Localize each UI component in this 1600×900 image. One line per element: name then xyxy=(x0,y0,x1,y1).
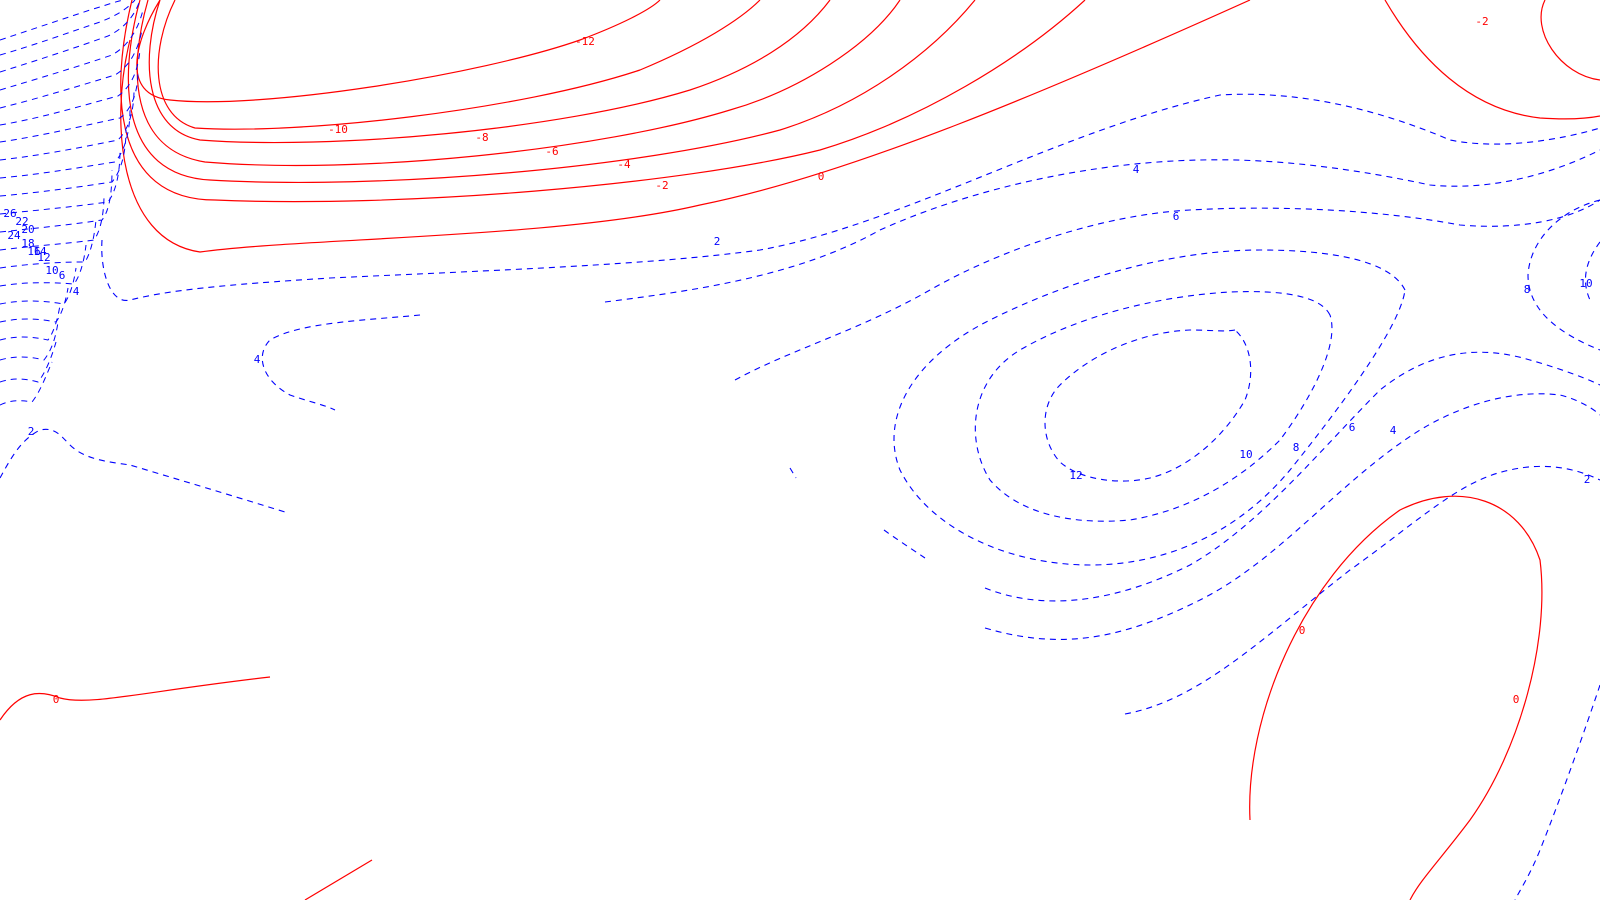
contour-line-pos4-left xyxy=(261,314,421,411)
contour-line-pos12-loop xyxy=(1044,329,1252,482)
contour-line-pos4-loop xyxy=(984,393,1600,640)
contour-line-pos2-bottomright xyxy=(1514,684,1600,900)
contour-label: 0 xyxy=(1299,624,1306,637)
contour-line-zero-left xyxy=(0,676,271,721)
contour-line-zero-top xyxy=(120,0,1251,253)
contour-line-neg4 xyxy=(127,0,976,184)
contour-label: 2 xyxy=(1584,473,1591,486)
contour-line-pos10-right xyxy=(1584,241,1600,301)
contour-line-pos4-mid xyxy=(604,149,1600,303)
contour-label: -2 xyxy=(1475,15,1488,28)
contour-label: 0 xyxy=(818,170,825,183)
contour-label: 10 xyxy=(1239,448,1252,461)
contour-label: 6 xyxy=(59,269,66,282)
contour-line-zero-topright xyxy=(1540,0,1600,81)
contour-label: -6 xyxy=(545,145,558,158)
contour-label: 4 xyxy=(1390,424,1397,437)
contour-label: 8 xyxy=(1524,283,1531,296)
contour-line-pos10-loop xyxy=(974,291,1333,522)
contour-line-pos8-right xyxy=(1527,199,1600,351)
contour-line-pos-fragment-a xyxy=(789,467,797,479)
contour-label: 4 xyxy=(254,353,261,366)
contour-line-neg2 xyxy=(120,0,1086,203)
contour-label: 10 xyxy=(1579,277,1592,290)
contour-line-pos-fragment-b xyxy=(883,529,926,559)
contour-label: 16 xyxy=(27,245,40,258)
contour-label: 12 xyxy=(1069,469,1082,482)
contour-label: 4 xyxy=(1133,163,1140,176)
contour-label: 2 xyxy=(28,425,35,438)
contour-label: -8 xyxy=(475,131,488,144)
contour-label: 12 xyxy=(37,251,50,264)
contour-label: 4 xyxy=(73,285,80,298)
contour-label: 14 xyxy=(33,245,47,258)
contour-label: 22 xyxy=(15,215,28,228)
contour-line-pos2-loop xyxy=(1124,465,1600,715)
contour-line-neg6 xyxy=(136,0,901,167)
contour-label: -10 xyxy=(328,123,348,136)
contour-line-zero-right xyxy=(1249,495,1543,900)
contour-label: 0 xyxy=(1513,693,1520,706)
contour-label: 6 xyxy=(1349,421,1356,434)
contour-label: 26 xyxy=(3,207,16,220)
contour-line-neg10 xyxy=(157,0,761,130)
contour-label: 0 xyxy=(53,693,60,706)
contour-label: -12 xyxy=(575,35,595,48)
contour-label: -4 xyxy=(617,158,631,171)
contour-label: 10 xyxy=(45,264,58,277)
contour-labels: -12 -10 -8 -6 -4 -2 0 -2 0 0 0 2 4 6 2 4… xyxy=(3,15,1592,706)
contour-label: 18 xyxy=(21,237,34,250)
contour-line-neg8 xyxy=(148,0,831,144)
contour-label: 8 xyxy=(1293,441,1300,454)
contour-label: -2 xyxy=(655,179,668,192)
contour-line-neg2-topright xyxy=(1384,0,1600,120)
dense-contour-bands xyxy=(0,0,144,406)
contour-line-zero-bottom xyxy=(304,859,373,900)
contour-label: 24 xyxy=(7,229,21,242)
contour-line-pos2-left xyxy=(0,428,286,513)
contour-label: 2 xyxy=(714,235,721,248)
contour-line-pos6-mid xyxy=(734,199,1600,381)
contour-line-pos2-top xyxy=(101,93,1600,301)
contour-label: 20 xyxy=(21,223,34,236)
contour-line-pos6-loop xyxy=(984,351,1600,602)
contour-label: 6 xyxy=(1173,210,1180,223)
contour-line-pos8-loop xyxy=(893,249,1406,566)
